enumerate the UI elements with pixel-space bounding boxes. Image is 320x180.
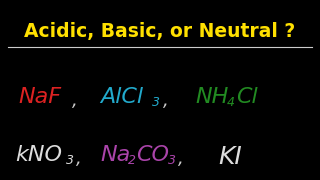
Text: NH: NH [195, 87, 228, 107]
Text: CO: CO [136, 145, 169, 165]
Text: ,: , [163, 92, 169, 110]
Text: 2: 2 [128, 154, 136, 167]
Text: 3: 3 [168, 154, 176, 167]
Text: Na: Na [100, 145, 130, 165]
Text: Acidic, Basic, or Neutral ?: Acidic, Basic, or Neutral ? [24, 22, 296, 41]
Text: 4: 4 [227, 96, 235, 109]
Text: KI: KI [218, 145, 242, 169]
Text: NaF: NaF [18, 87, 61, 107]
Text: kNO: kNO [15, 145, 62, 165]
Text: ,: , [178, 150, 184, 168]
Text: 3: 3 [152, 96, 160, 109]
Text: ,: , [76, 150, 82, 168]
Text: 3: 3 [66, 154, 74, 167]
Text: Cl: Cl [236, 87, 258, 107]
Text: AlCl: AlCl [100, 87, 143, 107]
Text: ,: , [72, 92, 78, 110]
